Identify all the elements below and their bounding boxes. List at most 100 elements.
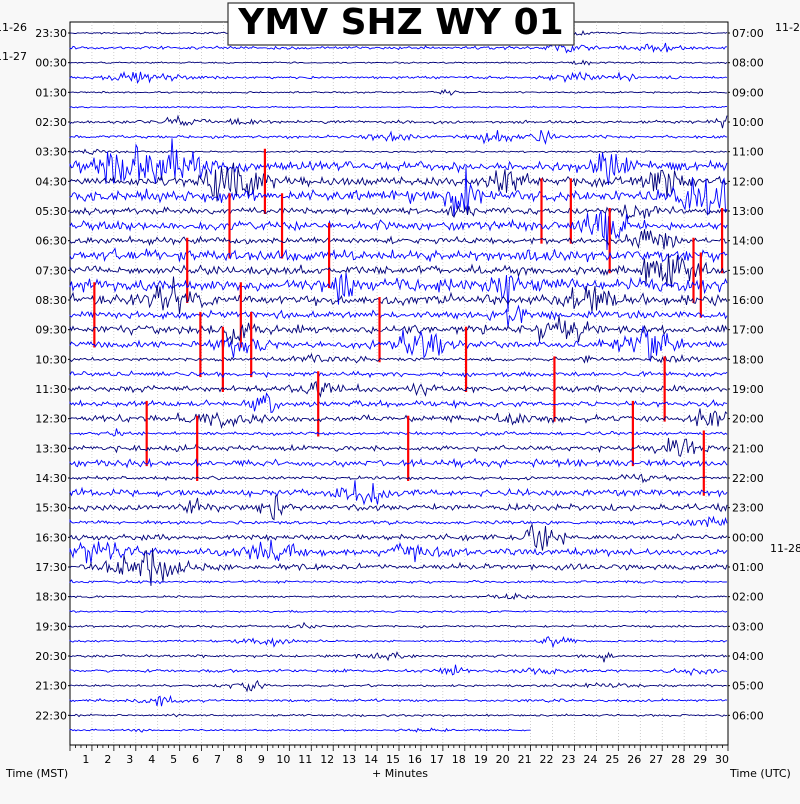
- trace-line: [69, 148, 728, 156]
- trace-line: [69, 480, 728, 506]
- left-hour-label: 12:30: [35, 413, 67, 426]
- x-tick-label: 20: [496, 753, 510, 766]
- x-tick-label: 15: [386, 753, 400, 766]
- right-hour-label: 03:00: [732, 620, 764, 633]
- x-tick-label: 18: [452, 753, 466, 766]
- x-tick-label: 5: [170, 753, 177, 766]
- x-tick-label: 27: [649, 753, 663, 766]
- trace-line: [69, 272, 728, 313]
- x-tick-label: 29: [693, 753, 707, 766]
- right-hour-label: 17:00: [732, 324, 764, 337]
- x-tick-label: 9: [258, 753, 265, 766]
- trace-line: [69, 42, 727, 54]
- trace-line: [69, 713, 728, 718]
- x-tick-label: 30: [715, 753, 729, 766]
- trace-line: [69, 114, 728, 129]
- right-hour-label: 11:00: [732, 146, 764, 159]
- trace-line: [69, 621, 728, 629]
- trace-line: [69, 204, 728, 220]
- trace-line: [69, 229, 728, 250]
- left-hour-label: 01:30: [35, 86, 67, 99]
- x-tick-label: 7: [214, 753, 221, 766]
- trace-line: [69, 88, 728, 96]
- right-hour-label: 19:00: [732, 383, 764, 396]
- grid: [91, 22, 707, 745]
- left-hour-label: 16:30: [35, 531, 67, 544]
- right-hour-label: 04:00: [732, 650, 764, 663]
- left-hour-label: 11:30: [35, 383, 67, 396]
- x-tick-label: 2: [104, 753, 111, 766]
- x-tick-label: 4: [148, 753, 155, 766]
- left-hour-label: 15:30: [35, 502, 67, 515]
- right-hour-label: 15:00: [732, 264, 764, 277]
- x-tick-label: 10: [276, 753, 290, 766]
- right-hour-label: 01:00: [732, 561, 764, 574]
- left-hour-label: 05:30: [35, 205, 67, 218]
- right-hour-label: 14:00: [732, 235, 764, 248]
- left-hour-label: 07:30: [35, 264, 67, 277]
- left-hour-label: 03:30: [35, 146, 67, 159]
- left-hour-label: 23:30: [35, 27, 67, 40]
- trace-line: [69, 592, 727, 601]
- x-tick-label: 23: [561, 753, 575, 766]
- x-tick-label: 24: [583, 753, 597, 766]
- x-tick-label: 14: [364, 753, 378, 766]
- trace-lines: [69, 28, 728, 733]
- right-date-2: 11-28: [770, 542, 800, 555]
- trace-line: [69, 253, 728, 288]
- trace-line: [69, 473, 728, 484]
- right-hour-label: 00:00: [732, 531, 764, 544]
- left-hour-label: 08:30: [35, 294, 67, 307]
- left-hour-label: 22:30: [35, 709, 67, 722]
- right-hour-label: 09:00: [732, 86, 764, 99]
- right-hour-label: 18:00: [732, 353, 764, 366]
- left-axis: 23:30 00:30 01:30 02:30 03:30 04:30 05:30 06:30…: [35, 27, 70, 722]
- x-tick-label: 13: [342, 753, 356, 766]
- trace-line: [69, 437, 728, 457]
- x-tick-label: 25: [605, 753, 619, 766]
- right-hour-label: 10:00: [732, 116, 764, 129]
- right-hour-label: 05:00: [732, 680, 764, 693]
- right-hour-label: 12:00: [732, 175, 764, 188]
- right-hour-label: 02:00: [732, 591, 764, 604]
- left-hour-label: 02:30: [35, 116, 67, 129]
- trace-line: [69, 679, 728, 693]
- trace-line: [69, 210, 728, 251]
- x-tick-label: 19: [474, 753, 488, 766]
- left-hour-label: 04:30: [35, 175, 67, 188]
- left-hour-label: 17:30: [35, 561, 67, 574]
- chart-title: YMV SHZ WY 01: [237, 2, 563, 43]
- trace-line: [69, 457, 728, 469]
- left-hour-label: 19:30: [35, 620, 67, 633]
- x-tick-label: 28: [671, 753, 685, 766]
- trace-line: [69, 523, 728, 551]
- trace-line: [69, 247, 728, 264]
- y-axis-label-left: Time (MST): [5, 767, 68, 780]
- right-date-1: 11-27: [775, 21, 800, 34]
- left-hour-label: 20:30: [35, 650, 67, 663]
- right-axis: 07:00 08:00 09:00 10:00 11:00 12:00 13:00 14:00…: [728, 27, 764, 722]
- trace-line: [69, 324, 728, 362]
- trace-line: [69, 162, 728, 202]
- trace-line: [69, 609, 728, 614]
- right-hour-label: 06:00: [732, 709, 764, 722]
- left-hour-label: 06:30: [35, 235, 67, 248]
- left-hour-label: 14:30: [35, 472, 67, 485]
- trace-line: [69, 494, 728, 521]
- x-tick-label: 3: [126, 753, 133, 766]
- trace-line: [69, 515, 728, 527]
- right-hour-label: 08:00: [732, 57, 764, 70]
- x-tick-label: 16: [408, 753, 422, 766]
- trace-line: [69, 59, 728, 66]
- right-hour-label: 21:00: [732, 442, 764, 455]
- trace-line: [69, 651, 728, 663]
- left-hour-label: 18:30: [35, 591, 67, 604]
- x-tick-label: 26: [627, 753, 641, 766]
- left-hour-label: 21:30: [35, 680, 67, 693]
- trace-line: [69, 352, 728, 364]
- x-axis-label: + Minutes: [372, 767, 428, 780]
- right-hour-label: 23:00: [732, 502, 764, 515]
- trace-line: [69, 694, 728, 707]
